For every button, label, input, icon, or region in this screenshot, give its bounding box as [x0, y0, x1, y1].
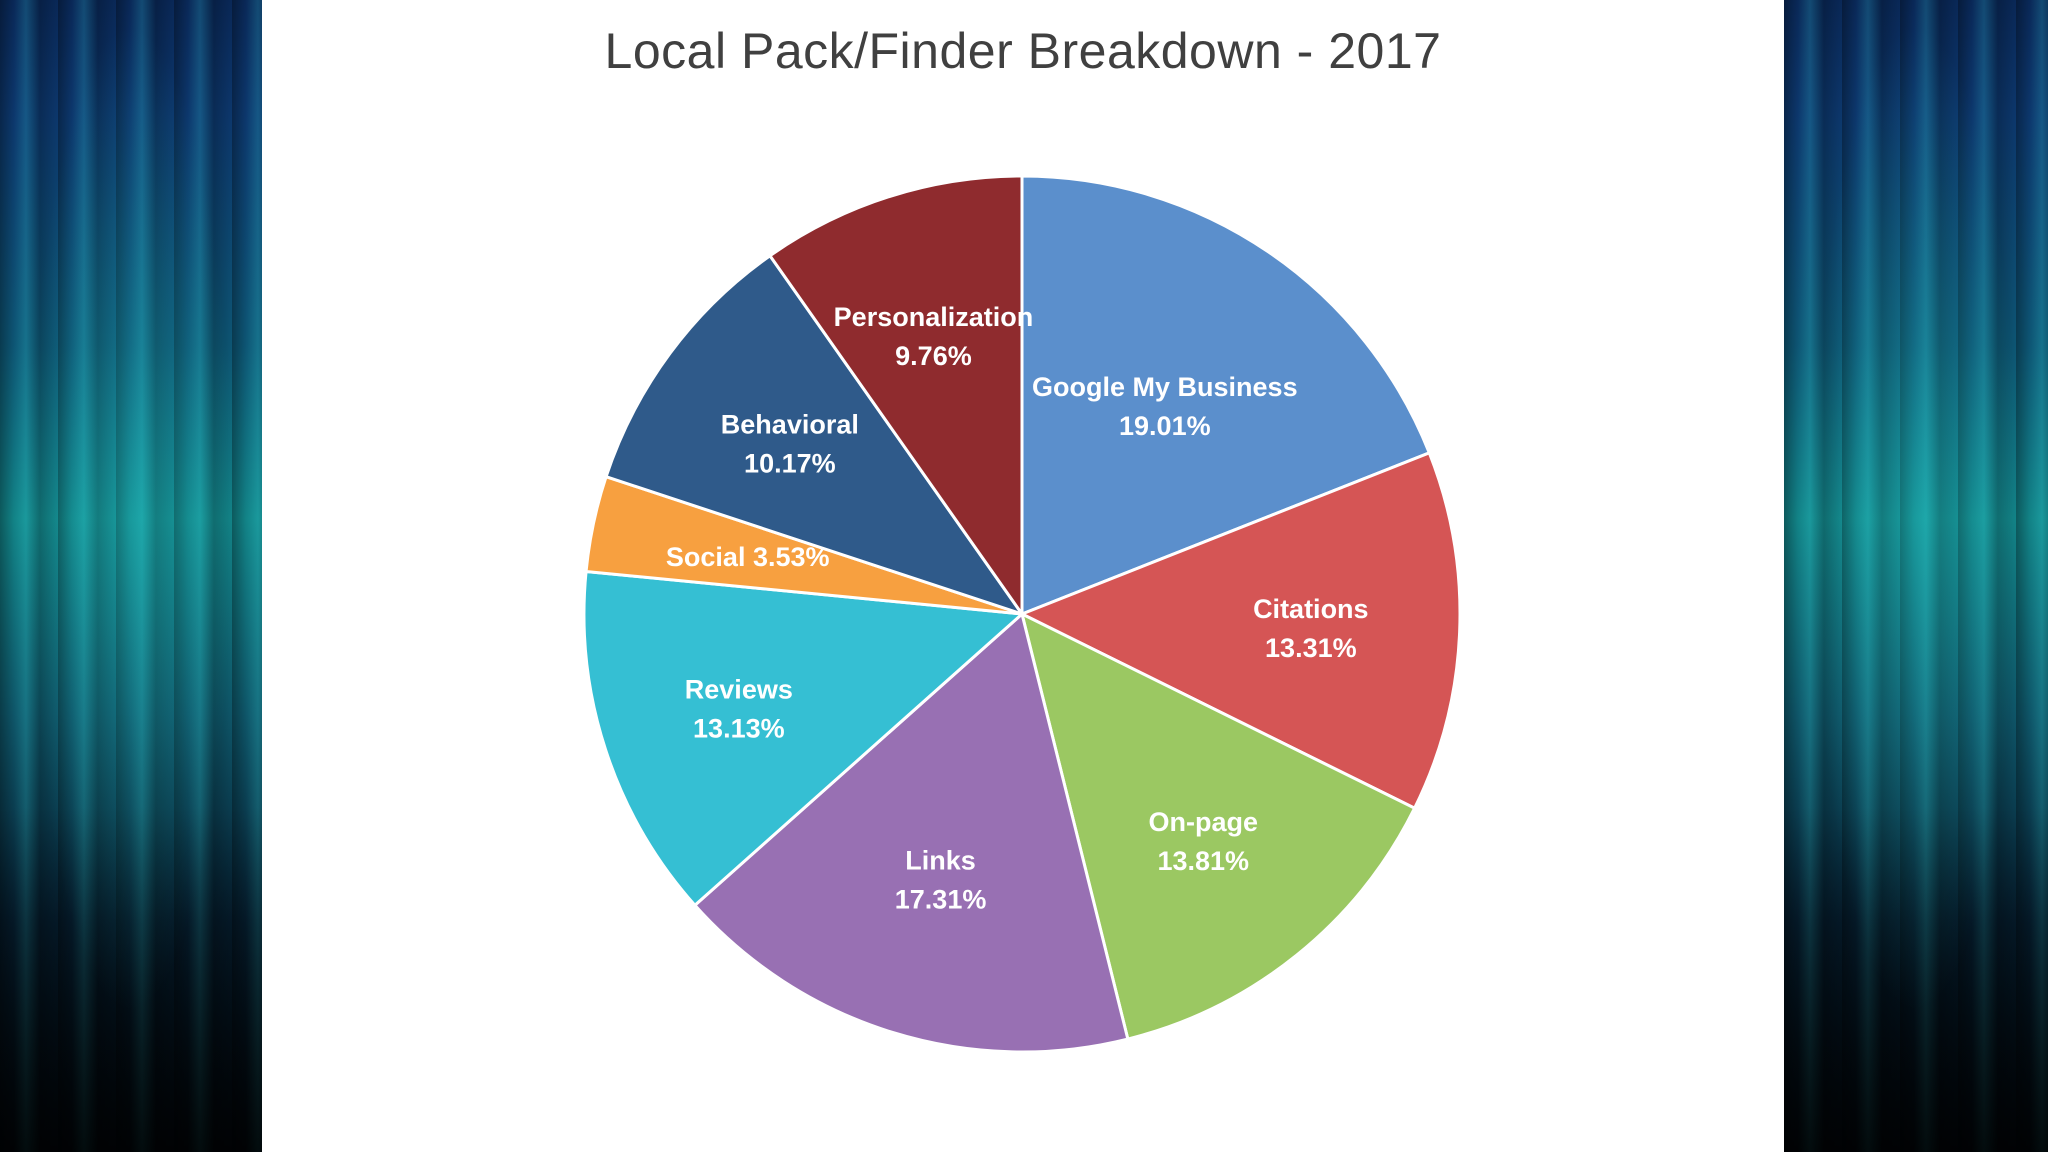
pie-slice-links: [692, 611, 1130, 1054]
data-label-text-social: Social 3.53%: [666, 542, 830, 572]
slide: Local Pack/Finder Breakdown - 2017 Googl…: [262, 0, 1784, 1152]
data-label-on-page: On-page 13.81%: [1149, 807, 1259, 876]
left-decorative-panel: [0, 0, 262, 1152]
pie-slice-behavioral: [604, 253, 1026, 617]
data-label-value-behavioral: 10.17%: [744, 449, 836, 479]
data-label-value-on-page: 13.81%: [1157, 846, 1249, 876]
pie-slice-on-page: [1019, 611, 1417, 1041]
data-label-category-behavioral: Behavioral: [721, 410, 859, 440]
data-label-google-my-business: Google My Business 19.01%: [1032, 372, 1298, 441]
data-label-personalization: Personalization 9.76%: [834, 302, 1034, 371]
right-panel-vignette: [1784, 0, 2048, 1152]
data-label-category-reviews: Reviews: [685, 674, 793, 704]
data-label-category-citations: Citations: [1253, 594, 1369, 624]
data-label-category-personalization: Personalization: [834, 302, 1034, 332]
pie-slice-personalization: [767, 174, 1024, 619]
data-label-links: Links 17.31%: [895, 846, 987, 915]
pie-slice-google-my-business: [1020, 174, 1432, 617]
chart-title: Local Pack/Finder Breakdown - 2017: [604, 23, 1442, 79]
right-decorative-panel: [1784, 0, 2048, 1152]
pie-slice-reviews: [582, 569, 1026, 908]
data-label-reviews: Reviews 13.13%: [685, 674, 793, 743]
data-label-value-citations: 13.31%: [1265, 633, 1357, 663]
data-label-category-on-page: On-page: [1149, 807, 1259, 837]
data-label-social: Social 3.53%: [666, 542, 830, 572]
data-label-citations: Citations 13.31%: [1253, 594, 1369, 663]
pie-slices: [582, 174, 1462, 1054]
data-label-value-reviews: 13.13%: [693, 713, 785, 743]
left-panel-vignette: [0, 0, 262, 1152]
data-label-category-links: Links: [905, 846, 976, 876]
data-label-category-google-my-business: Google My Business: [1032, 372, 1298, 402]
data-label-behavioral: Behavioral 10.17%: [721, 410, 859, 479]
data-label-value-google-my-business: 19.01%: [1119, 411, 1211, 441]
data-label-value-links: 17.31%: [895, 885, 987, 915]
data-label-value-personalization: 9.76%: [895, 341, 972, 371]
pie-chart: Google My Business 19.01% Citations 13.31% O…: [582, 174, 1462, 1054]
pie-slice-citations: [1018, 450, 1462, 811]
pie-labels: Google My Business 19.01% Citations 13.31% O…: [666, 302, 1369, 914]
